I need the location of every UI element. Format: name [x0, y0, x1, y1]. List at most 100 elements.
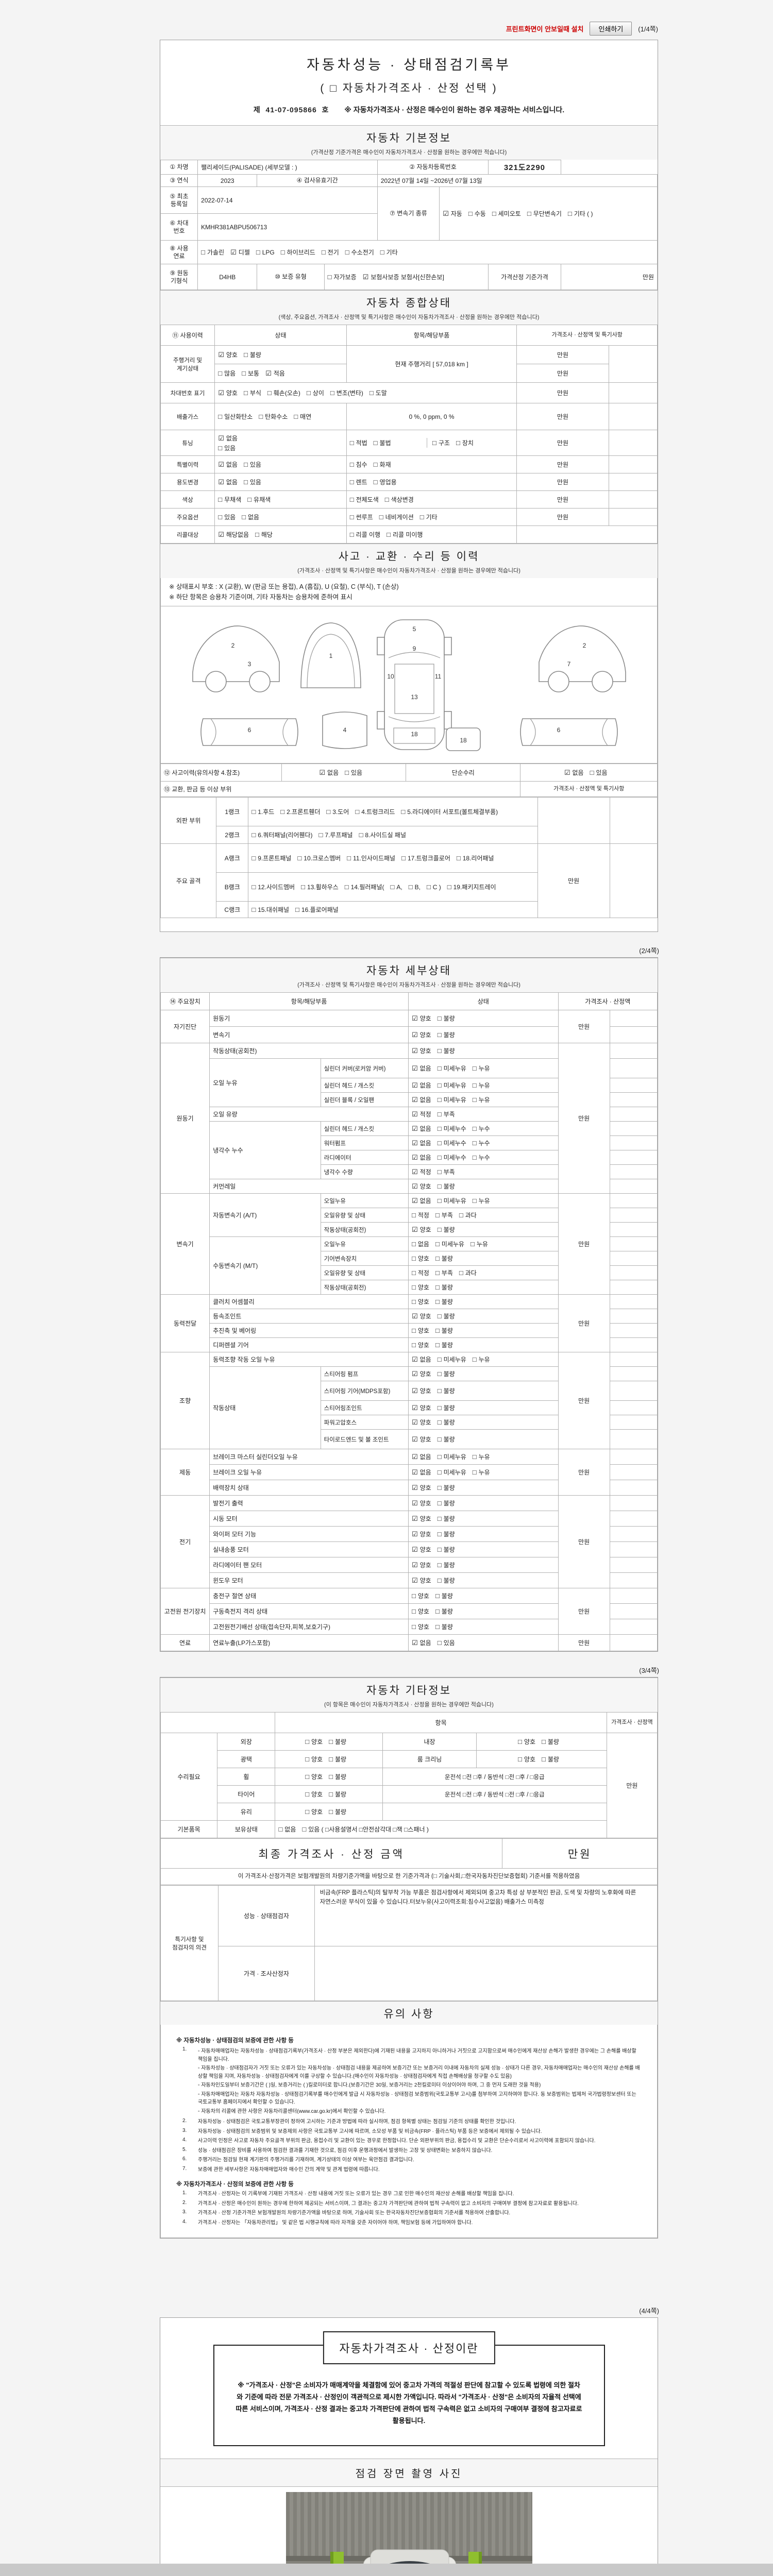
- check-cell[interactable]: □ 양호 □ 불량: [476, 1733, 607, 1751]
- checkbox-option[interactable]: ☑ 없음: [411, 1125, 431, 1132]
- checkbox-option[interactable]: □ LPG: [256, 248, 275, 256]
- checkbox-option[interactable]: ☑ 양호: [411, 1561, 431, 1569]
- check-cell[interactable]: □ 양호 □ 불량: [275, 1733, 383, 1751]
- checkbox-option[interactable]: ☑ 양호: [411, 1312, 431, 1320]
- checkbox-option[interactable]: □ 리콜 이행: [349, 531, 381, 538]
- check-cell[interactable]: ☑ 없음 □ 있음: [214, 455, 347, 473]
- checkbox-option[interactable]: □ 2.프론트휀더: [280, 808, 321, 816]
- check-cell[interactable]: ☑ 양호 □ 불량: [408, 1400, 559, 1415]
- checkbox-option[interactable]: □ 있음: [437, 1639, 455, 1647]
- checkbox-option[interactable]: □ 불량: [437, 1484, 455, 1492]
- checkbox-option[interactable]: ☑ 양호: [411, 1499, 431, 1507]
- check-cell[interactable]: □ 양호 □ 불량: [408, 1619, 559, 1635]
- checkbox-option[interactable]: □ 누유: [472, 1064, 490, 1072]
- checkbox-option[interactable]: ☑ 양호: [411, 1515, 431, 1522]
- checkbox-option[interactable]: □ 양호: [305, 1808, 323, 1816]
- checkbox-option[interactable]: □ 6.쿼터패널(리어휀다): [251, 831, 313, 839]
- checkbox-option[interactable]: □ 불량: [437, 1404, 455, 1412]
- checkbox-option[interactable]: □ 있음: [345, 769, 363, 776]
- checkbox-option[interactable]: □ 18.리어패널: [456, 854, 494, 862]
- checkbox-option[interactable]: □ 불량: [437, 1515, 455, 1522]
- checkbox-option[interactable]: ☑ 없음: [411, 1468, 431, 1476]
- checkbox-option[interactable]: ☑ 양호: [411, 1370, 431, 1378]
- checkbox-option[interactable]: ☑ 양호: [411, 1047, 431, 1055]
- checkbox-option[interactable]: ☑ 없음: [411, 1453, 431, 1461]
- checkbox-option[interactable]: □ 세미오토: [492, 210, 521, 217]
- checkbox-option[interactable]: □ 누수: [472, 1125, 490, 1132]
- checkbox-option[interactable]: □ 무단변속기: [527, 210, 562, 217]
- check-cell[interactable]: □ 양호 □ 불량: [275, 1803, 383, 1821]
- check-cell[interactable]: □ 6.쿼터패널(리어휀다) □ 7.루프패널 □ 8.사이드실 패널: [248, 826, 538, 844]
- checkbox-option[interactable]: □ 12.사이드멤버: [251, 883, 295, 891]
- checkbox-option[interactable]: □ A,: [390, 883, 402, 891]
- checkbox-option[interactable]: □ 부족: [437, 1168, 455, 1176]
- check-cell[interactable]: ☑ 없음 □ 미세누유 □ 누유: [408, 1449, 559, 1465]
- checkbox-option[interactable]: ☑ 양호: [411, 1484, 431, 1492]
- checkbox-option[interactable]: □ B,: [408, 883, 421, 891]
- check-cell[interactable]: □ 렌트 □ 영업용: [346, 473, 517, 491]
- check-cell[interactable]: ☑ 양호 □ 불량: [408, 1415, 559, 1430]
- checkbox-option[interactable]: □ 양호: [411, 1255, 429, 1262]
- checkbox-option[interactable]: □ 불량: [329, 1808, 347, 1816]
- checkbox-option[interactable]: □ 불량: [329, 1790, 347, 1798]
- checkbox-option[interactable]: □ 불량: [435, 1607, 453, 1615]
- check-cell[interactable]: ☑ 양호 □ 불량: [408, 1222, 559, 1237]
- checkbox-option[interactable]: □ 침수: [349, 461, 367, 468]
- checkbox-option[interactable]: ☑ 양호: [218, 351, 238, 359]
- checkbox-option[interactable]: ☑ 해당없음: [218, 531, 249, 538]
- checkbox-option[interactable]: □ 리콜 미이행: [386, 531, 423, 538]
- checkbox-option[interactable]: □ 양호: [411, 1623, 429, 1631]
- checkbox-option[interactable]: □ 미세누유: [437, 1355, 466, 1363]
- field-transmission[interactable]: ☑ 자동 □ 수동 □ 세미오토 □ 무단변속기 □ 기타 ( ): [439, 187, 658, 241]
- check-cell[interactable]: □ 적정 □ 부족 □ 과다: [408, 1208, 559, 1223]
- check-cell[interactable]: □ 양호 □ 불량: [408, 1337, 559, 1352]
- checkbox-option[interactable]: □ 13.휠하우스: [301, 883, 339, 891]
- checkbox-option[interactable]: □ 10.크로스멤버: [297, 854, 341, 862]
- checkbox-option[interactable]: ☑ 없음: [411, 1154, 431, 1161]
- checkbox-option[interactable]: □ 누유: [472, 1355, 490, 1363]
- check-cell[interactable]: □ 리콜 이행 □ 리콜 미이행: [346, 526, 517, 544]
- checkbox-option[interactable]: □ 네비게이션: [379, 513, 414, 521]
- checkbox-option[interactable]: □ 양호: [305, 1773, 323, 1781]
- checkbox-option[interactable]: □ 탄화수소: [259, 413, 288, 420]
- check-cell[interactable]: □ 일산화탄소 □ 탄화수소 □ 매연: [214, 403, 347, 430]
- check-cell[interactable]: ☑ 양호 □ 불량: [408, 1429, 559, 1449]
- check-cell[interactable]: ☑ 없음 □ 있음: [408, 1634, 559, 1651]
- check-cell[interactable]: ☑ 양호 □ 불량: [408, 1572, 559, 1588]
- checkbox-option[interactable]: □ 불량: [542, 1755, 559, 1763]
- checkbox-option[interactable]: □ 양호: [305, 1738, 323, 1745]
- check-cell[interactable]: □ 양호 □ 불량: [275, 1785, 383, 1803]
- checkbox-option[interactable]: □ 영업용: [373, 478, 397, 486]
- checkbox-option[interactable]: □ 훼손(오손): [267, 389, 300, 397]
- checkbox-option[interactable]: ☑ 양호: [411, 1530, 431, 1538]
- checkbox-option[interactable]: ☑ 없음: [411, 1064, 431, 1072]
- checkbox-option[interactable]: □ 많음: [218, 369, 236, 377]
- check-cell[interactable]: □ 양호 □ 불량: [275, 1768, 383, 1786]
- checkbox-option[interactable]: □ 무채색: [218, 496, 242, 503]
- check-cell[interactable]: ☑ 없음 □ 미세누유 □ 누유: [408, 1464, 559, 1480]
- check-cell[interactable]: ☑ 없음 □ 미세누수 □ 누수: [408, 1150, 559, 1165]
- checkbox-option[interactable]: □ 도말: [369, 389, 387, 397]
- check-cell[interactable]: ☑ 양호 □ 불량: [408, 1179, 559, 1194]
- checkbox-option[interactable]: □ 있음: [243, 461, 261, 468]
- checkbox-option[interactable]: □ 불량: [437, 1499, 455, 1507]
- checkbox-option[interactable]: □ 상이: [306, 389, 324, 397]
- field-fuel[interactable]: □ 가솔린 ☑ 디젤 □ LPG □ 하이브리드 □ 전기 □ 수소전기 □ 기타: [197, 240, 658, 264]
- checkbox-option[interactable]: □ 불량: [435, 1623, 453, 1631]
- check-cell[interactable]: ☑ 없음 □ 미세누유 □ 누유: [408, 1193, 559, 1208]
- checkbox-option[interactable]: □ 16.플로어패널: [295, 906, 339, 913]
- checkbox-option[interactable]: □ 양호: [518, 1738, 535, 1745]
- check-cell[interactable]: ☑ 양호 □ 불량: [408, 1495, 559, 1511]
- checkbox-option[interactable]: ☑ 자동: [443, 210, 462, 217]
- checkbox-option[interactable]: ☑ 없음: [411, 1081, 431, 1089]
- checkbox-option[interactable]: ☑ 적정: [411, 1110, 431, 1118]
- checkbox-option[interactable]: □ 불량: [542, 1738, 559, 1745]
- checkbox-option[interactable]: □ 1.후드: [251, 808, 275, 816]
- checkbox-option[interactable]: □ 양호: [411, 1327, 429, 1334]
- checkbox-option[interactable]: □ 변조(변타): [330, 389, 363, 397]
- check-cell[interactable]: ☑ 없음 □ 미세누유 □ 누유: [408, 1092, 559, 1107]
- checkbox-option[interactable]: ☑ 양호: [411, 1435, 431, 1443]
- checkbox-option[interactable]: □ 4.트렁크리드: [355, 808, 395, 816]
- check-cell[interactable]: ☑ 양호 □ 불량: [408, 1026, 559, 1043]
- checkbox-option[interactable]: □ 미세누유: [437, 1081, 466, 1089]
